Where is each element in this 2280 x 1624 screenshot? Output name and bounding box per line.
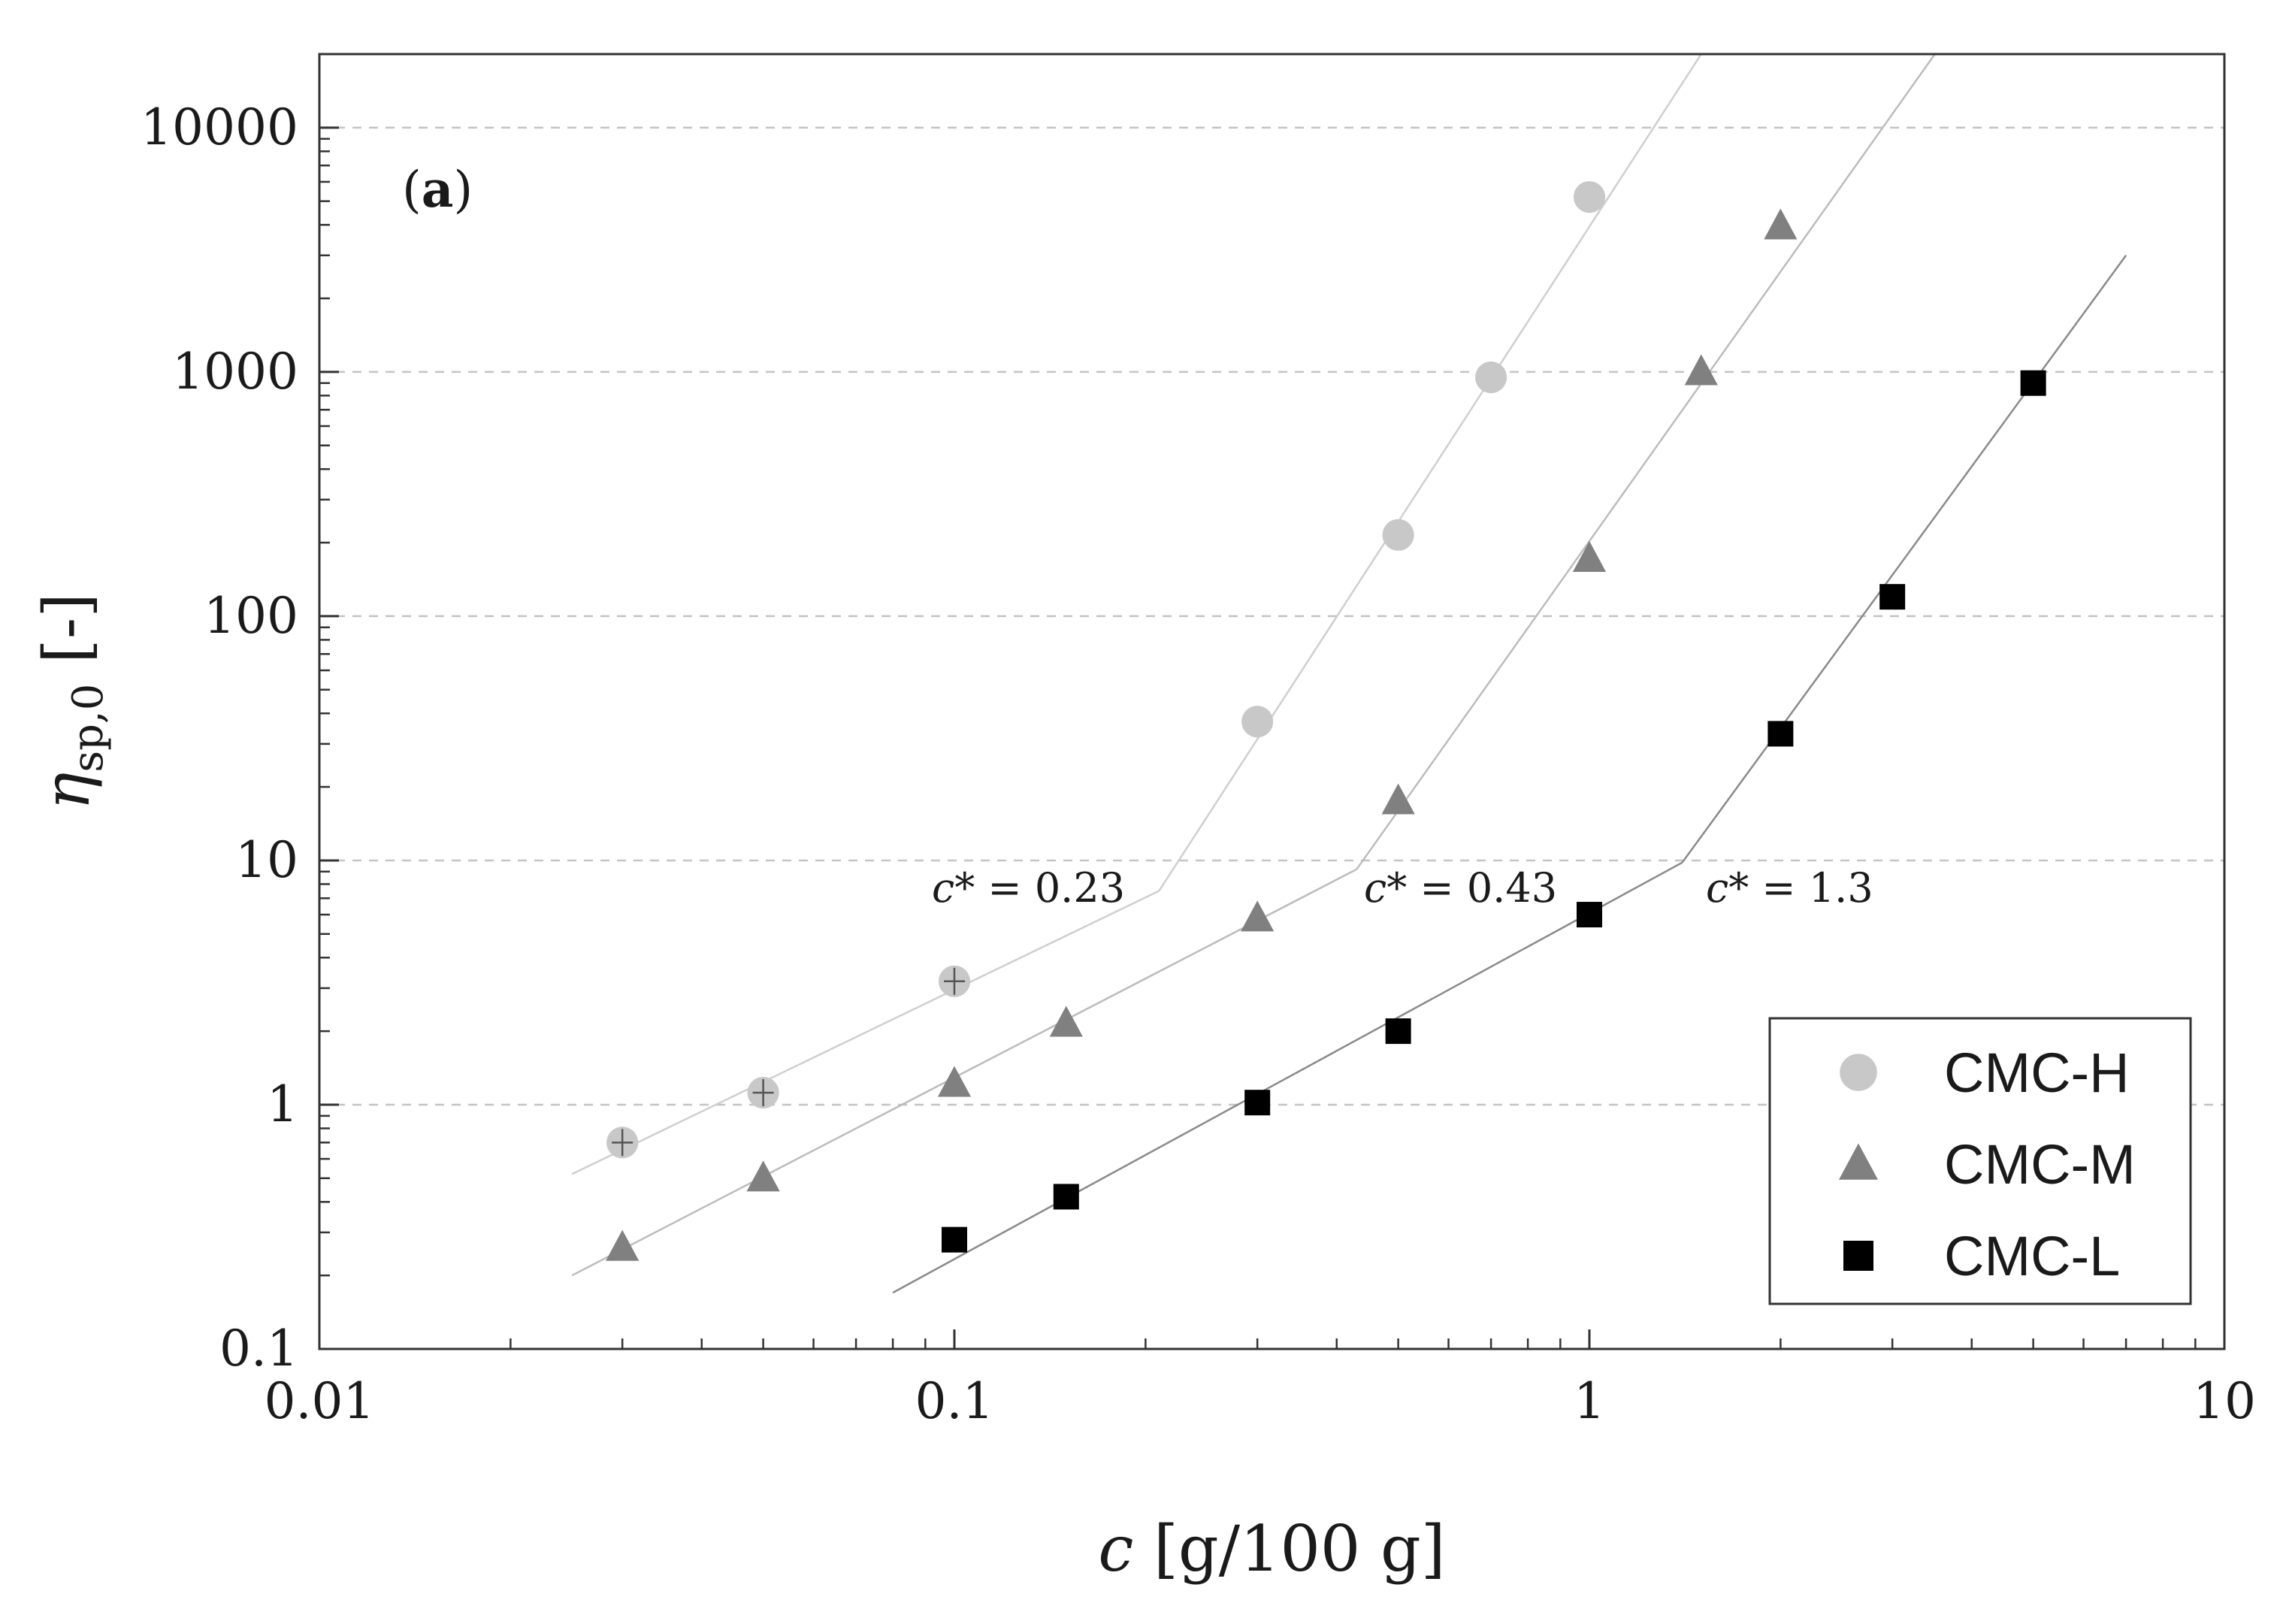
fit-line-cmc-l-1 xyxy=(892,861,1683,1294)
legend-label-cmc-h: CMC-H xyxy=(1944,1042,2130,1104)
panel-label: (a) xyxy=(402,160,473,219)
data-point-cmc-l-6 xyxy=(1767,721,1794,747)
data-point-cmc-h-7 xyxy=(1573,181,1606,213)
x-tick-label-3: 10 xyxy=(2193,1372,2256,1430)
fit-lines xyxy=(571,54,2127,1294)
data-point-cmc-l-7 xyxy=(1879,584,1906,610)
data-point-cmc-m-9 xyxy=(1764,208,1798,240)
legend-label-cmc-m: CMC-M xyxy=(1944,1133,2136,1196)
data-point-cmc-l-2 xyxy=(1053,1184,1079,1210)
y-tick-label-0: 0.1 xyxy=(219,1320,298,1378)
fit-line-cmc-m-1 xyxy=(571,868,1357,1277)
x-tick-label-1: 0.1 xyxy=(915,1372,994,1430)
y-axis-title: ηsp,0 [-] xyxy=(30,593,113,810)
fit-line-cmc-h-1 xyxy=(571,890,1160,1175)
data-point-cmc-l-4 xyxy=(1385,1018,1411,1045)
data-point-cmc-l-8 xyxy=(2020,370,2046,396)
critical-concentration-cmc-l: c* = 1.3 xyxy=(1706,864,1873,912)
y-tick-label-1: 1 xyxy=(267,1075,298,1133)
critical-concentration-cmc-h: c* = 0.23 xyxy=(932,864,1125,912)
data-point-cmc-l-3 xyxy=(1244,1090,1271,1116)
data-point-cmc-h-6 xyxy=(1475,361,1507,394)
legend: CMC-H CMC-M CMC-L xyxy=(1768,1017,2192,1305)
plot-frame xyxy=(318,53,2226,1350)
critical-concentration-cmc-m: c* = 0.43 xyxy=(1364,864,1557,912)
fit-line-cmc-h-2 xyxy=(1158,54,1702,892)
gridlines xyxy=(319,126,2224,1106)
data-point-cmc-m-7 xyxy=(1572,540,1607,572)
data-point-cmc-m-2 xyxy=(746,1160,780,1192)
data-point-cmc-h-5 xyxy=(1382,519,1414,551)
legend-box xyxy=(1768,1017,2192,1305)
y-tick-label-4: 1000 xyxy=(172,343,298,401)
x-tick-label-2: 1 xyxy=(1574,1372,1605,1430)
data-markers xyxy=(606,181,2046,1261)
data-point-cmc-l-1 xyxy=(942,1226,967,1253)
x-tick-label-0: 0.01 xyxy=(265,1372,375,1430)
legend-marker-cmc-h xyxy=(1840,1054,1877,1091)
legend-label-cmc-l: CMC-L xyxy=(1944,1225,2120,1287)
fit-line-cmc-m-2 xyxy=(1356,54,1936,870)
x-axis-title: c [g/100 g] xyxy=(1098,1512,1445,1586)
data-point-cmc-m-4 xyxy=(1049,1006,1083,1037)
y-tick-label-3: 100 xyxy=(204,587,298,645)
fit-line-cmc-l-2 xyxy=(1681,255,2127,863)
data-point-cmc-h-4 xyxy=(1241,706,1274,738)
annotations: c* = 0.23 c* = 0.43 c* = 1.3 (a) xyxy=(402,160,1873,912)
data-point-cmc-m-8 xyxy=(1684,354,1718,386)
data-point-cmc-m-6 xyxy=(1381,783,1415,815)
data-point-cmc-m-5 xyxy=(1241,900,1275,932)
y-tick-label-2: 10 xyxy=(235,831,298,889)
legend-marker-cmc-l xyxy=(1843,1241,1873,1271)
data-point-cmc-l-5 xyxy=(1577,902,1602,928)
legend-marker-cmc-m xyxy=(1839,1143,1878,1180)
y-tick-label-5: 10000 xyxy=(141,98,298,156)
data-point-cmc-m-1 xyxy=(606,1229,640,1261)
data-point-cmc-m-3 xyxy=(937,1066,972,1097)
